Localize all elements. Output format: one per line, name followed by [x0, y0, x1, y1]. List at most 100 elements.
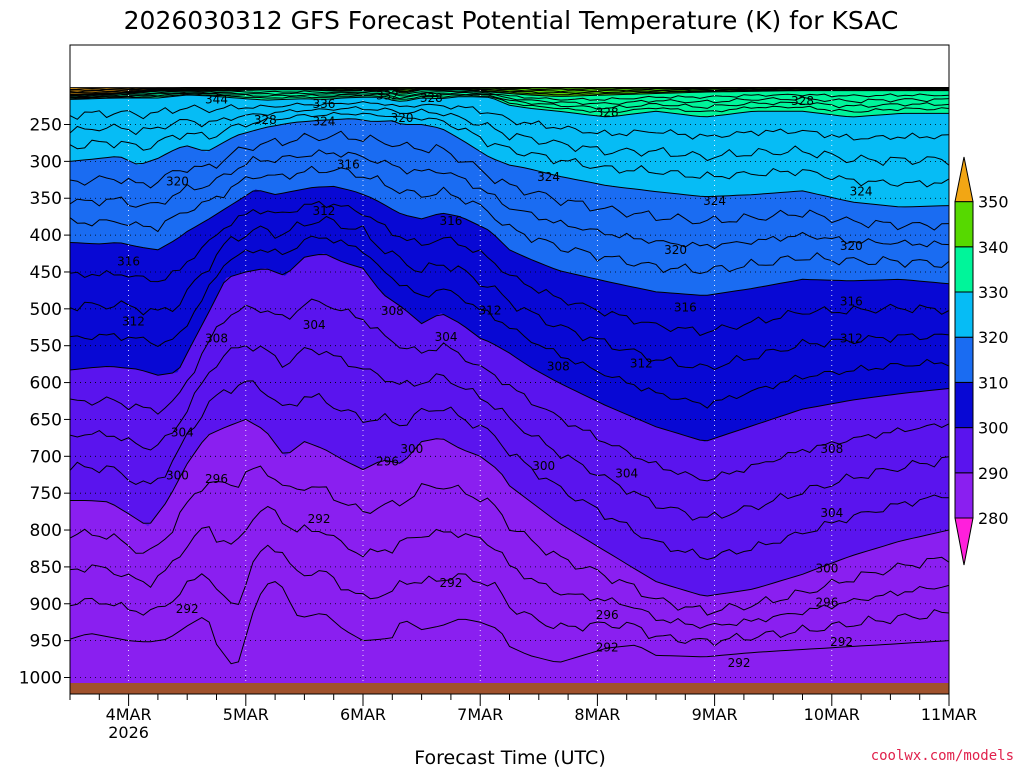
x-tick-label-11MAR: 11MAR — [921, 705, 977, 724]
contour-label-308: 308 — [381, 304, 404, 318]
colorbar-label-300: 300 — [978, 419, 1009, 438]
contour-label-300: 300 — [532, 459, 555, 473]
contour-label-324: 324 — [850, 185, 873, 199]
y-tick-label-1000: 1000 — [19, 669, 62, 689]
contour-label-308: 308 — [820, 442, 843, 456]
contour-label-316: 316 — [674, 300, 697, 314]
y-tick-label-750: 750 — [30, 484, 62, 504]
contour-label-308: 308 — [205, 331, 228, 345]
contour-280 — [70, 581, 949, 665]
contour-label-292: 292 — [439, 576, 462, 590]
contour-320 — [70, 94, 949, 118]
colorbar-segment-290 — [954, 427, 974, 474]
contour-338 — [70, 87, 949, 95]
colorbar-label-320: 320 — [978, 328, 1009, 347]
contour-label-296: 296 — [376, 454, 399, 468]
contour-322 — [70, 93, 949, 113]
contour-label-308: 308 — [547, 359, 570, 373]
contour-label-292: 292 — [728, 656, 751, 670]
contour-label-292: 292 — [596, 640, 619, 654]
x-tick-label-7MAR: 7MAR — [457, 705, 503, 724]
contour-label-312: 312 — [840, 331, 863, 345]
contour-312 — [70, 118, 949, 208]
contour-label-336: 336 — [312, 97, 335, 111]
y-axis: 250 300 350 400 450 500 550 600 650 700 750 800 850 9… — [19, 116, 70, 689]
contour-label-328: 328 — [420, 91, 443, 105]
colorbar-label-280: 280 — [978, 509, 1009, 528]
contour-328 — [70, 90, 949, 101]
x-axis-label: Forecast Time (UTC) — [414, 747, 605, 768]
contour-label-332: 332 — [376, 89, 399, 103]
contour-label-344: 344 — [205, 92, 228, 106]
contour-330 — [70, 89, 949, 97]
contour-label-320: 320 — [664, 243, 687, 257]
contour-326 — [70, 91, 949, 106]
contour-label-316: 316 — [840, 294, 863, 308]
y-tick-label-500: 500 — [30, 300, 62, 320]
contour-label-328: 328 — [254, 113, 277, 127]
x-tick-label-8MAR: 8MAR — [574, 705, 620, 724]
contour-label-292: 292 — [176, 602, 199, 616]
contour-label-316: 316 — [117, 255, 140, 269]
y-tick-label-850: 850 — [30, 558, 62, 578]
colorbar: 280 290 300 310 320 330 340 350 — [954, 156, 1009, 566]
y-tick-label-900: 900 — [30, 595, 62, 615]
y-tick-label-550: 550 — [30, 337, 62, 357]
x-tick-label-10MAR: 10MAR — [804, 705, 860, 724]
contour-label-328: 328 — [596, 106, 619, 120]
y-tick-label-700: 700 — [30, 447, 62, 467]
contour-label-312: 312 — [122, 314, 145, 328]
y-tick-label-800: 800 — [30, 521, 62, 541]
y-tick-label-300: 300 — [30, 152, 62, 172]
contour-label-296: 296 — [205, 472, 228, 486]
colorbar-label-340: 340 — [978, 238, 1009, 257]
contour-label-316: 316 — [439, 214, 462, 228]
contour-label-304: 304 — [435, 330, 458, 344]
contour-300 — [70, 215, 949, 370]
contour-label-292: 292 — [830, 635, 853, 649]
contour-286 — [70, 465, 949, 616]
contour-304 — [70, 185, 949, 296]
x-tick-label-4MAR: 4MAR — [106, 705, 152, 724]
contour-label-296: 296 — [596, 608, 619, 622]
contour-label-300: 300 — [166, 468, 189, 482]
contour-294 — [70, 298, 949, 482]
y-tick-label-350: 350 — [30, 189, 62, 209]
x-tick-label-5MAR: 5MAR — [223, 705, 269, 724]
contour-label-320: 320 — [391, 111, 414, 125]
contour-318 — [70, 101, 949, 141]
contour-298 — [70, 235, 949, 409]
contour-label-316: 316 — [337, 157, 360, 171]
contour-296 — [70, 253, 949, 442]
contour-label-300: 300 — [400, 442, 423, 456]
contour-label-312: 312 — [312, 204, 335, 218]
y-tick-label-450: 450 — [30, 263, 62, 283]
contour-332 — [70, 88, 949, 96]
contour-lines — [70, 87, 949, 665]
contour-310 — [70, 130, 949, 231]
contour-fills — [70, 87, 949, 683]
contour-label-304: 304 — [303, 318, 326, 332]
x-tick-label-9MAR: 9MAR — [692, 705, 738, 724]
contour-306 — [70, 165, 949, 275]
contour-label-300: 300 — [815, 561, 838, 575]
terrain-band — [70, 683, 949, 694]
contour-324 — [70, 92, 949, 110]
x-tick-label-6MAR: 6MAR — [340, 705, 386, 724]
colorbar-label-350: 350 — [978, 193, 1009, 212]
y-tick-label-400: 400 — [30, 226, 62, 246]
contour-290 — [70, 380, 949, 561]
contour-label-320: 320 — [166, 174, 189, 188]
contour-label-292: 292 — [308, 512, 331, 526]
contour-288 — [70, 418, 949, 597]
chart-title: 2026030312 GFS Forecast Potential Temper… — [124, 6, 899, 35]
contour-label-304: 304 — [615, 466, 638, 480]
contour-label-304: 304 — [171, 426, 194, 440]
y-tick-label-250: 250 — [30, 116, 62, 136]
credit-text: coolwx.com/models — [871, 748, 1014, 764]
x-tick-year: 2026 — [108, 723, 149, 742]
colorbar-extend-high — [954, 156, 974, 203]
y-tick-label-950: 950 — [30, 632, 62, 652]
